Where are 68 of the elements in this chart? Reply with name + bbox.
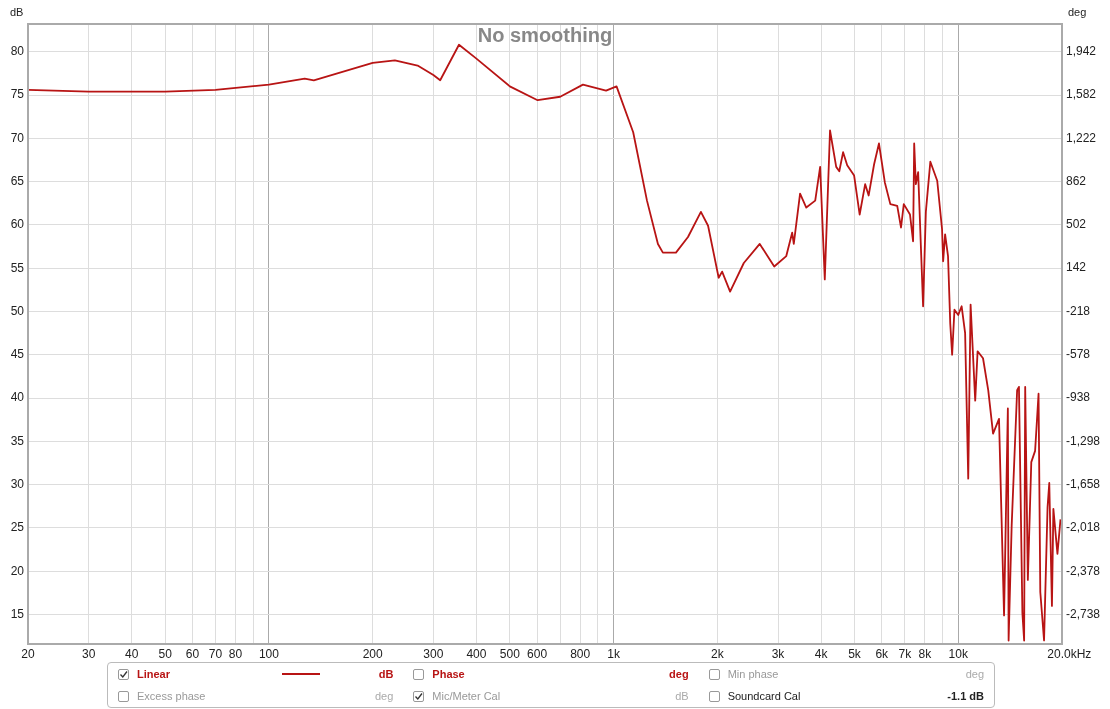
x-tick-label: 40 [125,646,139,661]
x-tick-label: 50 [158,646,173,661]
text: deg [374,690,394,702]
x-tick-label: 60 [185,646,200,661]
x-tick-label: 10k [948,646,969,661]
y-tick-label: 80 [10,44,25,59]
y-axis-title: dB [10,5,24,18]
y2-tick-label: -938 [1066,390,1091,405]
x-tick-label: 7k [898,646,913,661]
y2-tick-label: 142 [1066,260,1087,275]
x-tick-label: 2k [710,646,725,661]
y-tick-label: 25 [10,520,25,535]
y2-tick-label: -1,658 [1066,476,1101,491]
text: Min phase [727,668,780,680]
y-tick-label: 50 [10,303,25,318]
y2-tick-label: 1,222 [1066,130,1097,145]
x-tick-label: 1k [607,646,621,661]
y-tick-label: 65 [10,173,25,188]
y-tick-label: 75 [10,87,25,102]
x-tick-label: 200 [362,646,383,661]
y2-tick-label: -1,298 [1066,433,1101,448]
x-tick-label: 30 [82,646,96,661]
x-tick-label: 600 [527,646,548,661]
x-tick-label: 3k [771,646,786,661]
text: dB [378,668,394,680]
text: deg [669,668,689,680]
y-tick-label: 30 [10,476,25,491]
x-tick-label: 70 [208,646,223,661]
y-tick-label: 15 [10,606,25,621]
y2-tick-label: 1,582 [1066,87,1097,102]
text: Mic/Meter Cal [432,690,502,702]
x-tick-label: 400 [466,646,487,661]
x-tick-label: 80 [228,646,243,661]
x-tick-label: 100 [258,646,280,661]
x-tick-label: 5k [848,646,862,661]
text: Soundcard Cal [727,690,802,702]
y-tick-label: 40 [10,390,25,405]
y-tick-label: 20 [10,563,25,578]
x-tick-label: 6k [875,646,890,661]
annotation: No smoothing [477,23,613,46]
x-tick-label: 20 [21,646,35,661]
text: deg [965,668,984,680]
x-tick-label: 4k [814,646,829,661]
x-axis-title: Hz [1076,647,1092,662]
x-tick-label: 800 [570,646,591,661]
text: Phase [432,668,466,680]
x-tick-label: 8k [918,646,933,661]
y2-tick-label: -578 [1066,347,1091,362]
y2-axis-title: deg [1068,5,1087,18]
y2-tick-label: -2,378 [1066,563,1101,578]
y2-tick-label: -2,018 [1066,520,1101,535]
y-tick-label: 45 [10,347,25,362]
y2-tick-label: 502 [1066,217,1087,232]
text: Linear [137,668,171,680]
y2-tick-label: -2,738 [1066,606,1101,621]
y-tick-label: 35 [10,433,25,448]
y2-tick-label: -218 [1066,303,1091,318]
y-tick-label: 60 [10,217,25,232]
x-tick-label: 300 [423,646,444,661]
y-tick-label: 55 [10,260,25,275]
y2-tick-label: 862 [1066,173,1087,188]
x-tick-label: 500 [499,646,521,661]
y-tick-label: 70 [10,130,25,145]
x-tick-label: 20.0k [1047,646,1078,661]
text: -1.1 dB [947,690,984,702]
text: Excess phase [137,690,207,702]
y2-tick-label: 1,942 [1066,43,1097,58]
text: dB [675,690,689,702]
